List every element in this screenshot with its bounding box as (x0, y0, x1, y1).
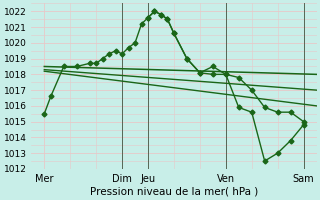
X-axis label: Pression niveau de la mer( hPa ): Pression niveau de la mer( hPa ) (90, 187, 258, 197)
